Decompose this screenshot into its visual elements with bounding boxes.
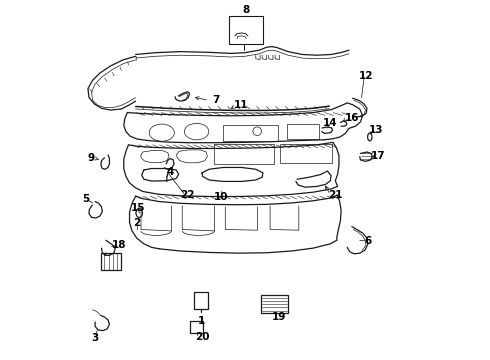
- Bar: [261, 296, 288, 313]
- Text: 20: 20: [195, 332, 209, 342]
- Bar: [229, 17, 263, 44]
- Text: 4: 4: [166, 167, 173, 177]
- Text: 11: 11: [234, 100, 248, 110]
- Text: 22: 22: [180, 190, 194, 200]
- Text: 9: 9: [87, 153, 95, 163]
- Bar: [191, 321, 203, 333]
- Bar: [194, 292, 208, 309]
- Text: 16: 16: [344, 113, 359, 123]
- Text: 1: 1: [197, 316, 205, 325]
- Text: 3: 3: [92, 333, 98, 343]
- Text: 12: 12: [359, 71, 373, 81]
- Text: 10: 10: [213, 192, 228, 202]
- Text: 13: 13: [368, 125, 383, 135]
- Text: 19: 19: [271, 312, 286, 322]
- Text: 8: 8: [242, 5, 249, 15]
- Text: 2: 2: [133, 218, 140, 228]
- Text: 21: 21: [328, 190, 343, 200]
- Text: 14: 14: [323, 118, 338, 128]
- Text: 5: 5: [82, 194, 89, 204]
- Text: 7: 7: [212, 95, 220, 105]
- Text: 18: 18: [112, 239, 127, 249]
- Text: 17: 17: [370, 151, 385, 161]
- Bar: [101, 253, 121, 270]
- Text: 6: 6: [364, 236, 371, 246]
- Text: 15: 15: [131, 203, 146, 213]
